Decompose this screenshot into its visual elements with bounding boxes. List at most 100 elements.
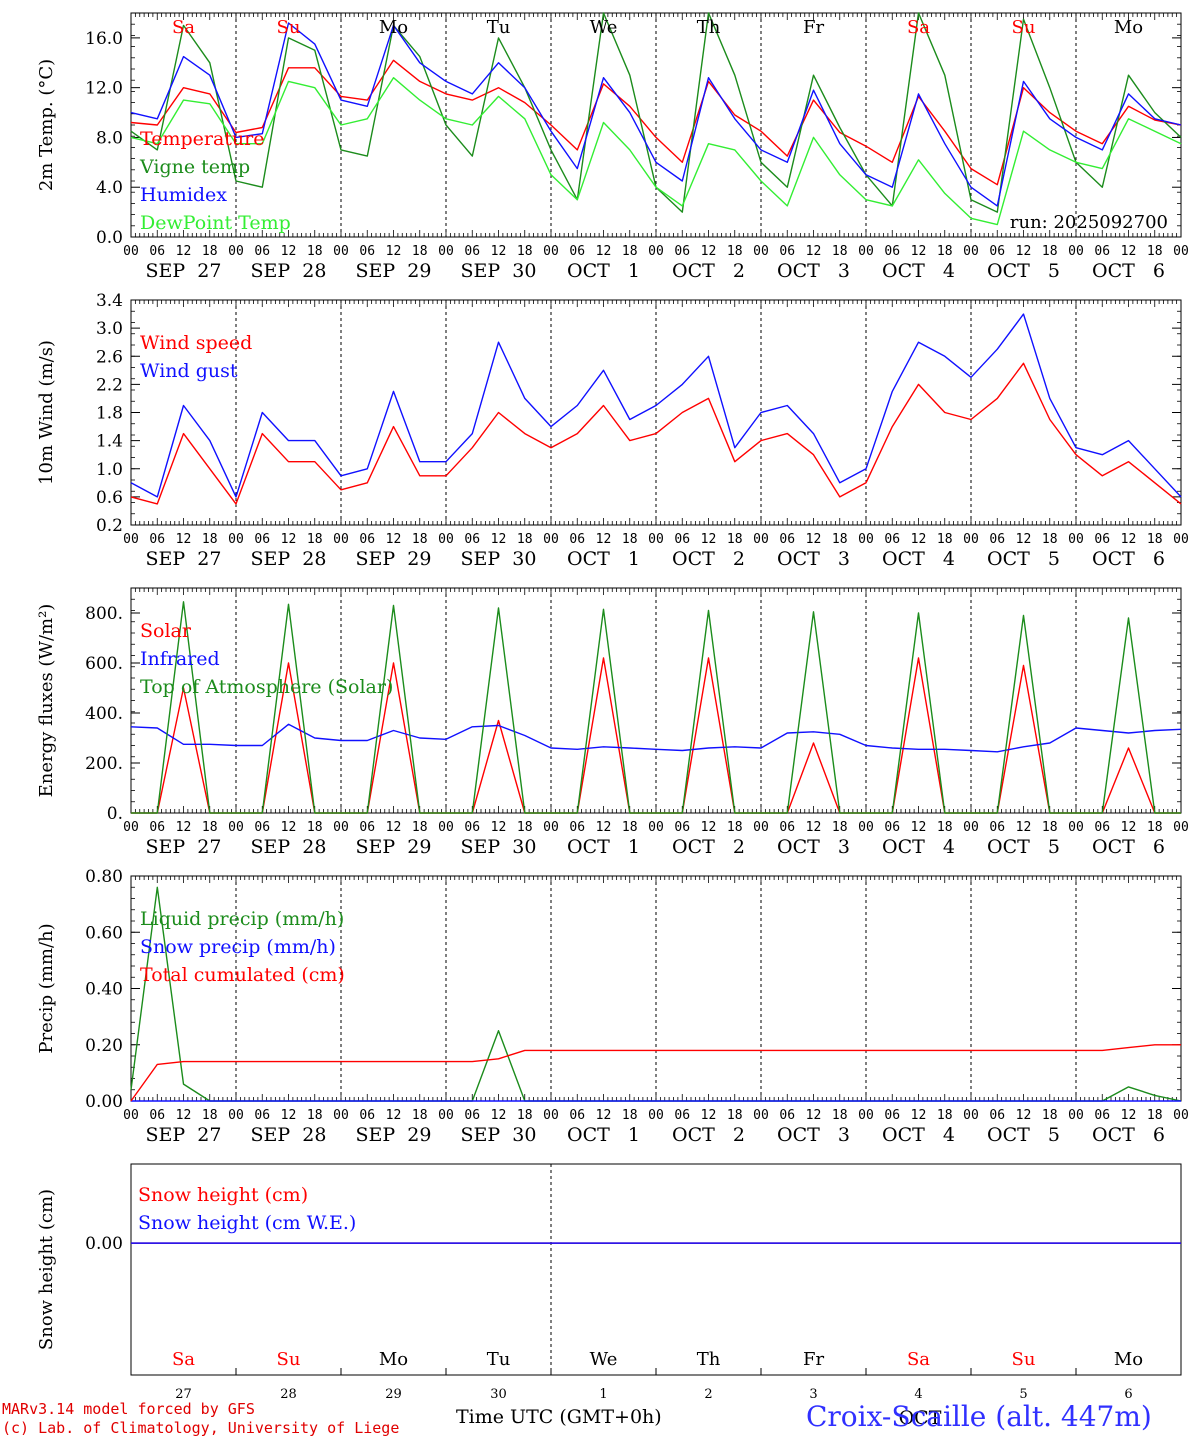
hour-tick-label: 00 — [123, 820, 139, 835]
hour-tick-label: 00 — [228, 532, 244, 547]
hour-tick-label: 00 — [963, 820, 979, 835]
date-label: SEP 29 — [356, 1124, 432, 1146]
hour-tick-label: 06 — [989, 532, 1005, 547]
hour-tick-label: 12 — [281, 532, 297, 547]
credit-line-2: (c) Lab. of Climatology, University of L… — [2, 1419, 400, 1437]
y-tick-label: 0.20 — [85, 1036, 123, 1056]
legend-entry: Solar — [140, 620, 192, 642]
legend-entry: Wind speed — [140, 332, 252, 354]
hour-tick-label: 12 — [176, 820, 192, 835]
hour-tick-label: 12 — [596, 244, 612, 259]
y-tick-label: 1.8 — [96, 404, 123, 424]
panel-frame — [130, 587, 1182, 814]
hour-tick-label: 12 — [911, 532, 927, 547]
day-number: 2 — [704, 1387, 712, 1402]
run-label: run: 2025092700 — [1010, 212, 1168, 233]
date-label: OCT 5 — [987, 1124, 1060, 1146]
hour-tick-label: 06 — [989, 1108, 1005, 1123]
date-label: SEP 27 — [146, 836, 222, 858]
hour-tick-label: 00 — [648, 532, 664, 547]
date-label: SEP 29 — [356, 836, 432, 858]
hour-tick-label: 12 — [911, 820, 927, 835]
date-label: OCT 5 — [987, 548, 1060, 570]
hour-tick-label: 06 — [779, 532, 795, 547]
legend-entry: Snow height (cm W.E.) — [138, 1212, 356, 1234]
hour-tick-label: 06 — [884, 820, 900, 835]
date-label: SEP 28 — [251, 260, 327, 282]
hour-tick-label: 18 — [1147, 1108, 1163, 1123]
day-abbr-bottom: Th — [697, 1349, 721, 1370]
hour-tick-label: 18 — [202, 1108, 218, 1123]
hour-tick-label: 18 — [832, 532, 848, 547]
series-line — [130, 1044, 1181, 1102]
date-label: OCT 3 — [777, 836, 850, 858]
hour-tick-label: 18 — [832, 1108, 848, 1123]
hour-tick-label: 00 — [858, 244, 874, 259]
hour-tick-label: 06 — [989, 244, 1005, 259]
date-label: SEP 30 — [461, 548, 537, 570]
date-label: OCT 4 — [882, 836, 955, 858]
hour-tick-label: 06 — [779, 244, 795, 259]
hour-tick-label: 06 — [149, 1108, 165, 1123]
hour-tick-label: 12 — [596, 820, 612, 835]
hour-tick-label: 00 — [228, 244, 244, 259]
hour-tick-label: 12 — [1121, 1108, 1137, 1123]
day-number: 1 — [599, 1387, 607, 1402]
day-abbr-bottom: We — [590, 1349, 618, 1370]
y-tick-label: 4.0 — [96, 178, 123, 198]
hour-tick-label: 18 — [412, 1108, 428, 1123]
hour-tick-label: 12 — [491, 1108, 507, 1123]
hour-tick-label: 00 — [438, 244, 454, 259]
day-abbr: Fr — [803, 17, 824, 38]
hour-tick-label: 00 — [858, 1108, 874, 1123]
legend-entry: Total cumulated (cm) — [140, 964, 345, 986]
hour-tick-label: 00 — [123, 532, 139, 547]
y-tick-label: 2.2 — [96, 375, 123, 395]
hour-tick-label: 12 — [806, 1108, 822, 1123]
y-tick-label: 0.80 — [85, 867, 123, 887]
day-abbr: Su — [1012, 17, 1036, 38]
date-label: SEP 27 — [146, 548, 222, 570]
series-line — [130, 76, 1182, 226]
date-label: SEP 28 — [251, 1124, 327, 1146]
date-label: SEP 29 — [356, 548, 432, 570]
hour-tick-label: 12 — [806, 820, 822, 835]
hour-tick-label: 00 — [438, 1108, 454, 1123]
date-label: OCT 3 — [777, 548, 850, 570]
day-number: 5 — [1019, 1387, 1027, 1402]
hour-tick-label: 18 — [727, 244, 743, 259]
hour-tick-label: 00 — [438, 532, 454, 547]
hour-tick-label: 12 — [701, 1108, 717, 1123]
day-number: 30 — [490, 1387, 507, 1402]
hour-tick-label: 00 — [648, 820, 664, 835]
hour-tick-label: 00 — [648, 1108, 664, 1123]
hour-tick-label: 18 — [727, 1108, 743, 1123]
date-label: SEP 27 — [146, 1124, 222, 1146]
hour-tick-label: 18 — [412, 532, 428, 547]
hour-tick-label: 18 — [517, 532, 533, 547]
hour-tick-label: 06 — [149, 244, 165, 259]
hour-tick-label: 12 — [1121, 820, 1137, 835]
hour-tick-label: 00 — [1173, 1108, 1189, 1123]
day-abbr-bottom: Tu — [487, 1349, 511, 1370]
hour-tick-label: 06 — [569, 244, 585, 259]
hour-tick-label: 06 — [359, 532, 375, 547]
x-axis-title: Time UTC (GMT+0h) — [456, 1406, 662, 1428]
hour-tick-label: 06 — [149, 820, 165, 835]
date-label: OCT 6 — [1092, 548, 1165, 570]
hour-tick-label: 00 — [1068, 244, 1084, 259]
hour-tick-label: 18 — [832, 820, 848, 835]
hour-tick-label: 06 — [464, 1108, 480, 1123]
hour-tick-label: 12 — [176, 244, 192, 259]
hour-tick-label: 06 — [1094, 244, 1110, 259]
hour-tick-label: 00 — [123, 244, 139, 259]
y-tick-label: 8.0 — [96, 128, 123, 148]
legend-entry: Wind gust — [140, 360, 238, 382]
hour-tick-label: 12 — [281, 820, 297, 835]
y-tick-label: 200. — [85, 754, 123, 774]
hour-tick-label: 00 — [228, 820, 244, 835]
hour-tick-label: 06 — [779, 1108, 795, 1123]
hour-tick-label: 12 — [1121, 532, 1137, 547]
hour-tick-label: 06 — [464, 244, 480, 259]
day-abbr-bottom: Sa — [172, 1349, 195, 1370]
